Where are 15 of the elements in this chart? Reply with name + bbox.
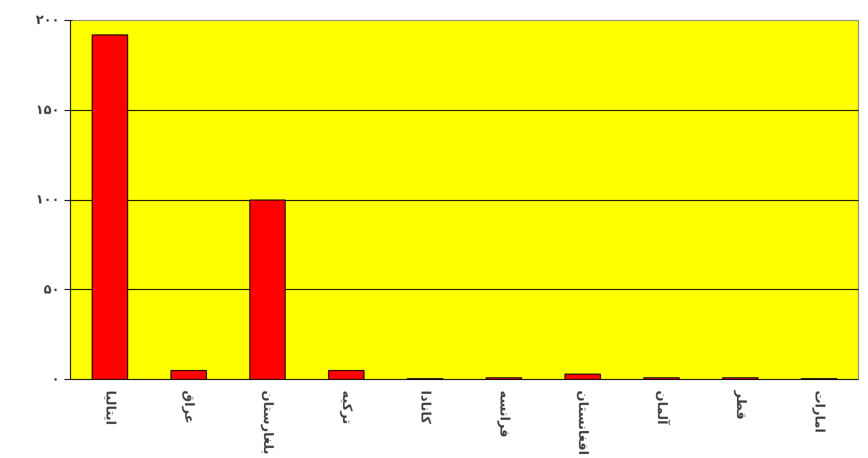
- x-tick-label: آلمان: [654, 390, 671, 426]
- y-tick-label: ۰: [52, 372, 60, 387]
- y-tick-label: ۱۰۰: [36, 192, 60, 208]
- x-tick-label: افغانستان: [575, 390, 590, 456]
- y-tick-label: ۱۵۰: [36, 102, 60, 118]
- x-tick-label: ترکیه: [338, 390, 354, 424]
- x-tick-label: عراق: [181, 390, 196, 424]
- x-tick-label: بلغارستان: [260, 390, 275, 454]
- x-tick-label: ایتالیا: [102, 390, 118, 426]
- y-tick-label: ۲۰۰: [36, 13, 60, 28]
- x-tick-label: کانادا: [418, 390, 433, 424]
- x-tick-label: امارات: [812, 390, 827, 433]
- x-tick-label: فرانسه: [496, 390, 512, 438]
- x-tick-label: قطر: [732, 390, 748, 420]
- y-tick-label: ۵۰: [44, 282, 60, 298]
